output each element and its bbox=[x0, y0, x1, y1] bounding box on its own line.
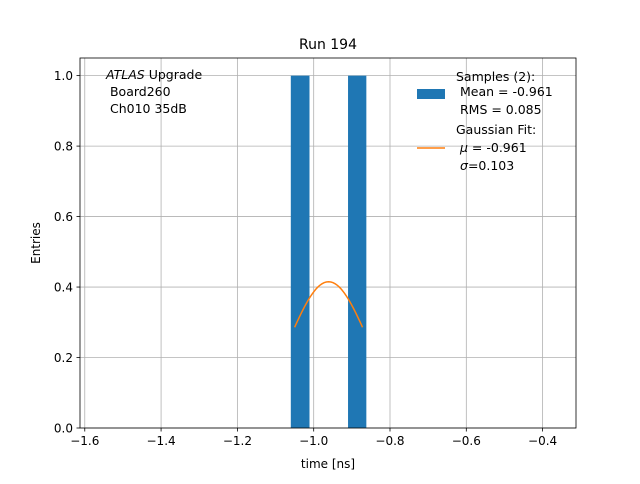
legend-samples-line-1: Samples (2): bbox=[456, 69, 535, 84]
x-tick-label: −0.6 bbox=[452, 434, 481, 448]
legend-samples-swatch bbox=[417, 89, 445, 99]
legend: Samples (2): Mean = -0.961 RMS = 0.085 G… bbox=[417, 69, 553, 173]
y-tick-label: 1.0 bbox=[54, 69, 73, 83]
y-axis-label: Entries bbox=[29, 222, 43, 264]
y-tick-label: 0.0 bbox=[54, 422, 73, 436]
grid-lines bbox=[80, 58, 576, 429]
annotation-line-3: Ch010 35dB bbox=[106, 101, 187, 116]
y-tick-label: 0.2 bbox=[54, 351, 73, 365]
x-tick-label: −1.2 bbox=[223, 434, 252, 448]
histogram-bar bbox=[290, 75, 310, 428]
x-tick-label: −1.4 bbox=[147, 434, 176, 448]
annotation-line-2: Board260 bbox=[106, 84, 171, 99]
chart-title: Run 194 bbox=[299, 37, 357, 53]
legend-fit-mu: μ = -0.961 bbox=[459, 140, 527, 155]
axis-ticks: −1.6 −1.4 −1.2 −1.0 −0.8 −0.6 −0.4 0.0 0.2 0.4 0.6… bbox=[54, 69, 557, 448]
gaussian-fit-curve bbox=[293, 281, 364, 328]
x-tick-label: −0.8 bbox=[375, 434, 404, 448]
x-tick-label: −0.4 bbox=[528, 434, 557, 448]
x-tick-label: −1.6 bbox=[70, 434, 99, 448]
legend-samples-line-3: RMS = 0.085 bbox=[456, 102, 542, 117]
annotation-line-1: ATLAS Upgrade bbox=[105, 67, 202, 82]
plot-frame bbox=[79, 57, 577, 429]
y-tick-label: 0.6 bbox=[54, 210, 73, 224]
x-axis-label: time [ns] bbox=[301, 457, 355, 471]
y-tick-label: 0.8 bbox=[54, 140, 73, 154]
x-tick-label: −1.0 bbox=[299, 434, 328, 448]
histogram-bar bbox=[348, 75, 367, 428]
legend-fit-line-1: Gaussian Fit: bbox=[456, 122, 536, 137]
histogram-bars bbox=[290, 75, 367, 428]
legend-samples-line-2: Mean = -0.961 bbox=[456, 84, 553, 99]
legend-fit-sigma: σ=0.103 bbox=[460, 158, 514, 173]
gaussian-fit bbox=[293, 281, 364, 328]
run-annotation: ATLAS Upgrade Board260 Ch010 35dB bbox=[105, 67, 202, 116]
y-tick-label: 0.4 bbox=[54, 281, 73, 295]
